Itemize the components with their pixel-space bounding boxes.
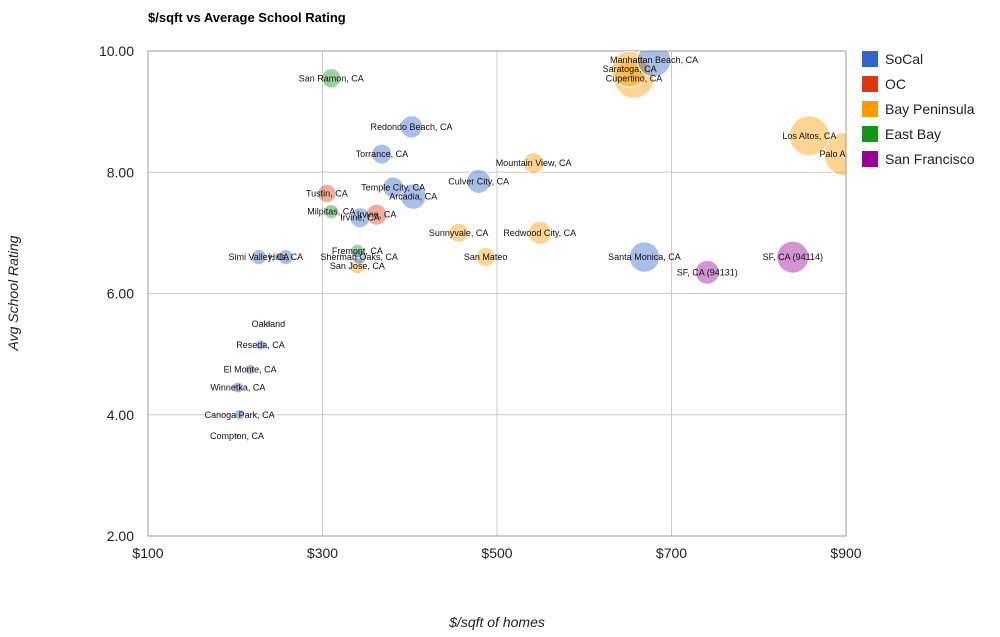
bubble[interactable] xyxy=(399,115,424,139)
legend-entry[interactable]: San Francisco xyxy=(885,151,975,167)
legend-entry[interactable]: OC xyxy=(885,76,906,92)
bubble[interactable] xyxy=(323,203,339,220)
bubble-label: Cupertino, CA xyxy=(606,73,663,83)
bubble[interactable] xyxy=(636,43,672,78)
bubble[interactable] xyxy=(321,68,342,89)
y-tick-label: 2.00 xyxy=(107,528,134,544)
x-axis-ticks: $100 $300 $500 $700 $900 xyxy=(132,545,861,561)
bubble-label: Saratoga, CA xyxy=(603,64,657,74)
x-tick-label: $100 xyxy=(132,545,163,561)
legend-swatch xyxy=(862,151,878,167)
legend-entry[interactable]: East Bay xyxy=(885,126,941,142)
bubble[interactable] xyxy=(265,320,272,328)
bubble-label: Reseda, CA xyxy=(236,340,285,350)
bubble-label: Sherman Oaks, CA xyxy=(320,252,398,262)
legend-entry[interactable]: SoCal xyxy=(885,51,923,67)
bubble-label: Milpitas, CA xyxy=(307,207,355,217)
y-tick-label: 10.00 xyxy=(99,43,134,59)
gridlines xyxy=(147,50,847,537)
bubble[interactable] xyxy=(823,131,868,177)
bubble-label: Redwood City, CA xyxy=(503,228,576,238)
bubble[interactable] xyxy=(382,176,405,199)
bubble-label: Canoga Park, CA xyxy=(205,410,275,420)
bubble[interactable] xyxy=(350,243,365,259)
legend-swatch xyxy=(862,76,878,92)
bubble-label: Palo Alto, CA xyxy=(819,149,872,159)
bubble[interactable] xyxy=(317,183,337,204)
bubble-label: Redondo Beach, CA xyxy=(370,122,452,132)
bubble-label: SF, CA (94114) xyxy=(763,252,823,262)
x-tick-label: $900 xyxy=(830,545,861,561)
bubble-label: El Monte, CA xyxy=(224,364,277,374)
bubble-label: Los Altos, CA xyxy=(782,131,836,141)
bubble[interactable] xyxy=(349,207,371,229)
bubble-label: Irvine, CA xyxy=(340,213,380,223)
bubble[interactable] xyxy=(628,241,661,273)
legend-swatch xyxy=(862,126,878,142)
chart-title: $/sqft vs Average School Rating xyxy=(148,10,346,25)
bubble[interactable] xyxy=(250,249,267,266)
bubble[interactable] xyxy=(351,249,367,265)
bubble[interactable] xyxy=(233,409,246,421)
bubble-label: San Ramon, CA xyxy=(299,73,364,83)
bubble[interactable] xyxy=(231,381,244,394)
bubble-label: Fremont, CA xyxy=(332,246,383,256)
bubble[interactable] xyxy=(234,433,240,439)
bubble-label: San Jose, CA xyxy=(330,261,385,271)
bubble-label: Culver City, CA xyxy=(448,176,509,186)
bubble-label: Compton, CA xyxy=(210,431,264,441)
bubble-label: Manhattan Beach, CA xyxy=(610,55,698,65)
x-tick-label: $500 xyxy=(481,545,512,561)
bubble[interactable] xyxy=(365,203,388,226)
legend-entry[interactable]: Bay Peninsula xyxy=(885,101,975,117)
bubble[interactable] xyxy=(788,115,830,157)
x-axis-title: $/sqft of homes xyxy=(448,614,545,630)
y-axis-ticks: 2.00 4.00 6.00 8.00 10.00 xyxy=(99,43,134,544)
y-tick-label: 4.00 xyxy=(107,407,134,423)
bubble[interactable] xyxy=(254,339,267,351)
plot-area-border xyxy=(147,50,847,537)
bubble[interactable] xyxy=(694,259,720,285)
y-tick-label: 8.00 xyxy=(107,164,134,180)
x-tick-label: $300 xyxy=(307,545,338,561)
bubble[interactable] xyxy=(466,168,492,194)
bubble-label: Sunnyvale, CA xyxy=(429,228,489,238)
bubble-label: Temple City, CA xyxy=(361,182,425,192)
bubble-label: Oakland xyxy=(252,319,286,329)
bubble-series xyxy=(231,43,868,439)
bubble[interactable] xyxy=(371,143,393,165)
legend-swatch xyxy=(862,101,878,117)
x-tick-label: $700 xyxy=(656,545,687,561)
bubble[interactable] xyxy=(611,51,649,88)
bubble-label: Simi Valley, CA xyxy=(228,252,289,262)
bubble-label: San Mateo xyxy=(464,252,508,262)
bubble[interactable] xyxy=(475,247,496,268)
bubble-label: Santa Monica, CA xyxy=(608,252,681,262)
bubble-label: Winnetka, CA xyxy=(210,382,265,392)
bubble-label: Hills, CA xyxy=(269,252,304,262)
bubble-label: Irvine, CA xyxy=(357,210,397,220)
bubble[interactable] xyxy=(527,220,552,245)
legend-swatch xyxy=(862,51,878,67)
bubble-label: Arcadia, CA xyxy=(389,192,437,202)
legend[interactable]: SoCal OC Bay Peninsula East Bay San Francisc… xyxy=(862,51,975,167)
bubble[interactable] xyxy=(776,240,810,274)
bubble[interactable] xyxy=(244,363,256,375)
y-axis-title: Avg School Rating xyxy=(5,235,21,351)
bubble-label: Tustin, CA xyxy=(306,188,348,198)
bubble[interactable] xyxy=(448,222,469,243)
bubble-label: Torrance, CA xyxy=(356,149,409,159)
bubble[interactable] xyxy=(277,249,294,266)
bubble[interactable] xyxy=(399,183,427,210)
bubble[interactable] xyxy=(522,152,545,175)
y-tick-label: 6.00 xyxy=(107,286,134,302)
bubble-label: Mountain View, CA xyxy=(496,158,572,168)
bubble-label: SF, CA (94131) xyxy=(677,267,738,277)
